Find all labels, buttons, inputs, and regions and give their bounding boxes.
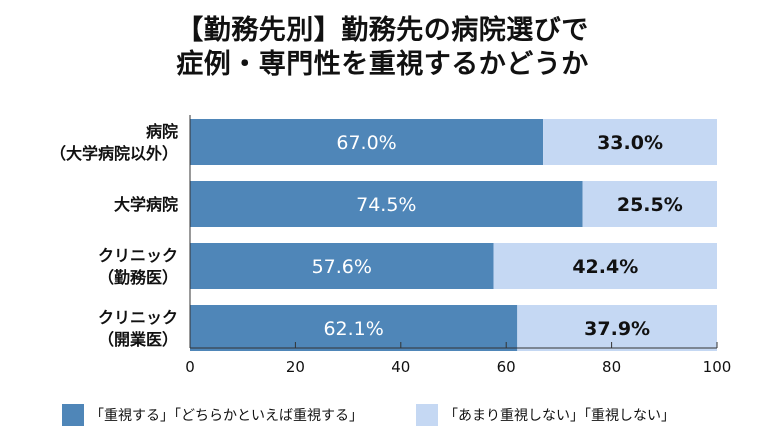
legend-item-not-important: 「あまり重視しない」「重視しない」	[416, 404, 675, 426]
bar-segment-important	[190, 181, 583, 227]
legend-swatch-not-important	[416, 404, 438, 426]
data-label: 62.1%	[323, 318, 383, 340]
legend: 「重視する」「どちらかといえば重視する」 「あまり重視しない」「重視しない」	[0, 404, 765, 428]
bar-segment-not-important	[543, 119, 717, 165]
category-label: 大学病院	[114, 195, 178, 214]
data-label: 37.9%	[584, 318, 650, 340]
bar-segment-important	[190, 119, 544, 165]
data-label: 74.5%	[356, 194, 416, 216]
data-label: 57.6%	[312, 256, 372, 278]
legend-item-important: 「重視する」「どちらかといえば重視する」	[62, 404, 363, 426]
bar-segment-not-important	[582, 181, 717, 227]
bar-segment-important	[190, 305, 518, 351]
legend-label-not-important: 「あまり重視しない」「重視しない」	[444, 408, 675, 424]
data-label: 25.5%	[617, 194, 683, 216]
category-label: クリニック（開業医）	[98, 308, 178, 349]
legend-label-important: 「重視する」「どちらかといえば重視する」	[90, 408, 363, 424]
bar-segment-not-important	[493, 243, 717, 289]
category-label: クリニック（勤務医）	[98, 246, 178, 287]
legend-swatch-important	[62, 404, 84, 426]
chart-title-line1: 【勤務先別】勤務先の病院選びで	[176, 15, 589, 46]
x-tick-label: 40	[391, 358, 410, 376]
bar-segment-not-important	[517, 305, 717, 351]
x-tick-label: 80	[602, 358, 621, 376]
x-tick-label: 20	[286, 358, 305, 376]
data-label: 33.0%	[597, 132, 663, 154]
data-label: 67.0%	[336, 132, 396, 154]
data-label: 42.4%	[572, 256, 638, 278]
x-tick-label: 60	[497, 358, 516, 376]
chart-title-line2: 症例・専門性を重視するかどうか	[176, 49, 589, 80]
bar-segment-important	[190, 243, 494, 289]
x-tick-label: 0	[185, 358, 195, 376]
x-tick-label: 100	[703, 358, 732, 376]
stacked-bar-chart: 67.0% 33.0% 病院（大学病院以外） 74.5% 25.5% 大学病院 57.6% 4…	[50, 115, 732, 376]
category-label: 病院（大学病院以外）	[50, 122, 178, 163]
